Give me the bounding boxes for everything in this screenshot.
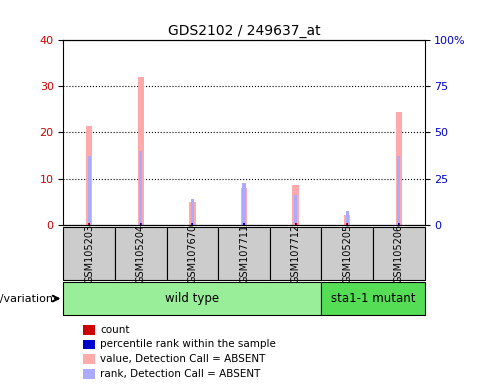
Bar (115, 227, 166, 280)
Bar (346, 223, 347, 225)
Bar (192, 223, 193, 225)
Bar (398, 223, 399, 225)
Bar (322, 227, 373, 280)
Text: genotype/variation: genotype/variation (0, 293, 54, 304)
Text: GSM105206: GSM105206 (394, 224, 404, 283)
Bar (243, 183, 245, 225)
Bar (295, 223, 297, 225)
Text: count: count (100, 325, 129, 335)
Title: GDS2102 / 249637_at: GDS2102 / 249637_at (168, 24, 320, 38)
Bar (166, 227, 218, 280)
Bar (138, 77, 144, 225)
Bar (191, 223, 193, 225)
Bar (292, 185, 299, 225)
Text: GSM107712: GSM107712 (290, 224, 301, 283)
Text: GSM107670: GSM107670 (187, 224, 198, 283)
Bar (243, 223, 245, 225)
Bar (88, 223, 90, 225)
Bar (63, 227, 115, 280)
Bar (322, 282, 425, 315)
Bar (397, 156, 400, 225)
Text: GSM105203: GSM105203 (84, 224, 94, 283)
Text: percentile rank within the sample: percentile rank within the sample (100, 339, 276, 349)
Bar (346, 211, 349, 225)
Bar (86, 126, 92, 225)
Bar (346, 223, 348, 225)
Bar (270, 227, 322, 280)
Text: wild type: wild type (165, 292, 220, 305)
Bar (218, 227, 270, 280)
Bar (396, 112, 402, 225)
Text: GSM105205: GSM105205 (342, 224, 352, 283)
Text: sta1-1 mutant: sta1-1 mutant (331, 292, 415, 305)
Bar (141, 223, 142, 225)
Bar (295, 223, 296, 225)
Bar (398, 223, 400, 225)
Bar (241, 188, 247, 225)
Bar (189, 202, 196, 225)
Bar (89, 223, 90, 225)
Bar (63, 282, 322, 315)
Bar (140, 223, 142, 225)
Bar (88, 156, 91, 225)
Text: GSM105204: GSM105204 (136, 224, 146, 283)
Bar (373, 227, 425, 280)
Bar (191, 199, 194, 225)
Text: value, Detection Call = ABSENT: value, Detection Call = ABSENT (100, 354, 265, 364)
Text: GSM107711: GSM107711 (239, 224, 249, 283)
Bar (344, 215, 350, 225)
Bar (294, 195, 297, 225)
Bar (139, 151, 142, 225)
Text: rank, Detection Call = ABSENT: rank, Detection Call = ABSENT (100, 369, 261, 379)
